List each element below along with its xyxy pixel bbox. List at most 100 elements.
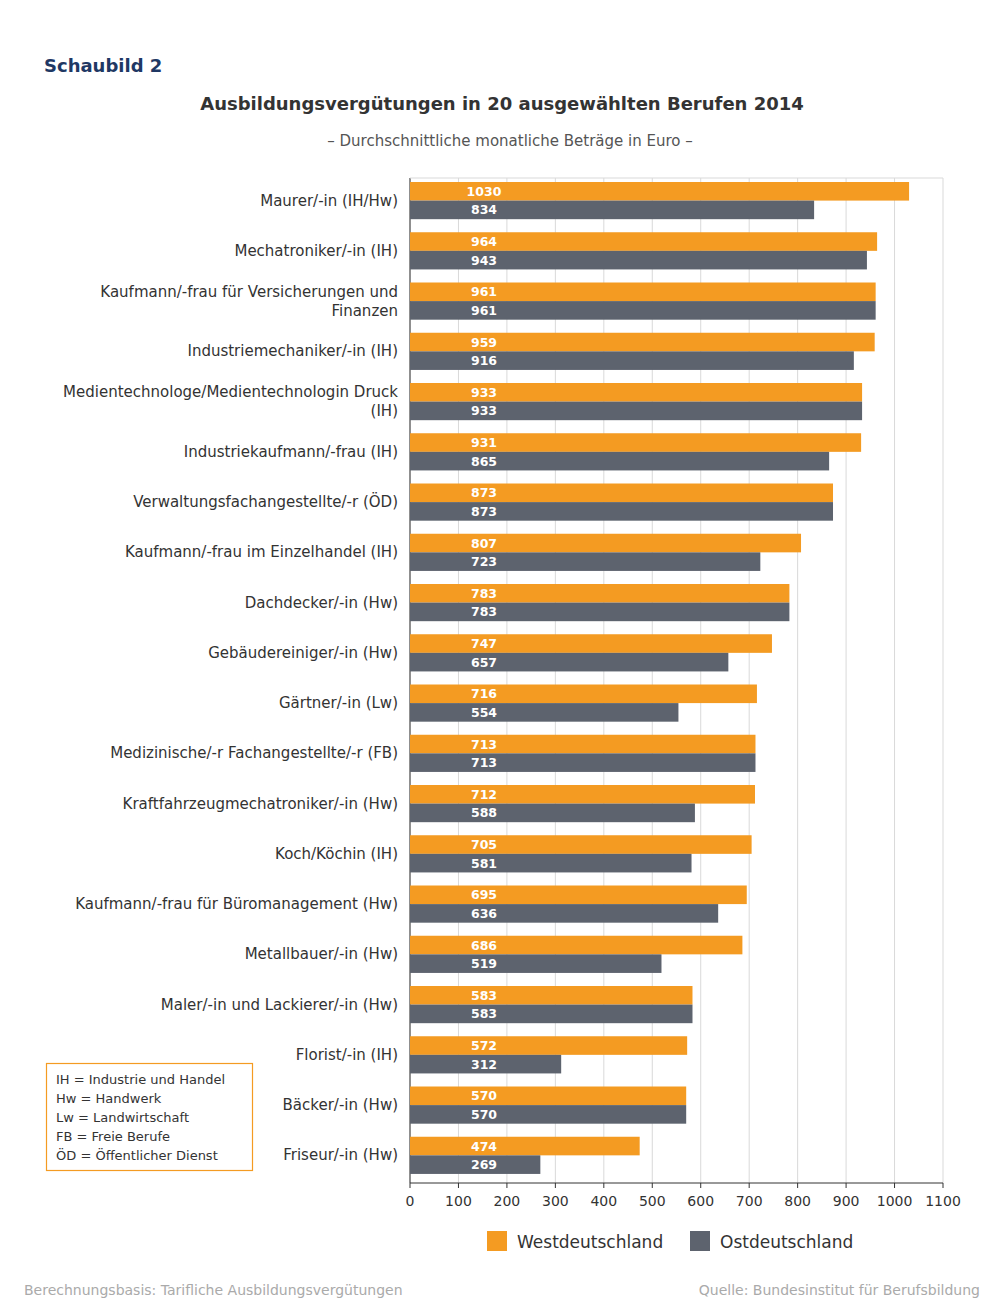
category-label: Kaufmann/-frau für Versicherungen undFin… bbox=[100, 283, 398, 320]
data-label: 916 bbox=[471, 353, 497, 368]
category-label: Bäcker/-in (Hw) bbox=[283, 1096, 398, 1114]
category-label-line: Medientechnologe/Medientechnologin Druck bbox=[63, 383, 398, 401]
grid-line bbox=[603, 178, 604, 1183]
data-labels: 1030964961959933931873807783747716713712… bbox=[467, 184, 502, 1172]
bar bbox=[410, 283, 876, 302]
tick-label: 500 bbox=[639, 1193, 666, 1209]
data-label: 312 bbox=[471, 1057, 497, 1072]
category-label: Metallbauer/-in (Hw) bbox=[245, 945, 398, 963]
grid-line bbox=[458, 178, 459, 1183]
tick-label: 800 bbox=[784, 1193, 811, 1209]
tick-mark bbox=[458, 1183, 459, 1188]
bar bbox=[410, 986, 692, 1005]
bar bbox=[410, 402, 862, 421]
category-label: Industriekaufmann/-frau (IH) bbox=[184, 443, 398, 461]
data-label: 583 bbox=[471, 988, 497, 1003]
category-label: Maler/-in und Lackierer/-in (Hw) bbox=[161, 996, 398, 1014]
bar bbox=[410, 954, 661, 973]
bar bbox=[410, 603, 789, 622]
tick-mark bbox=[506, 1183, 507, 1188]
data-label: 583 bbox=[471, 1006, 497, 1021]
bar bbox=[410, 1055, 561, 1074]
grid-line bbox=[797, 178, 798, 1183]
bar bbox=[410, 182, 909, 201]
data-label: 686 bbox=[471, 938, 497, 953]
x-axis bbox=[410, 1183, 943, 1184]
category-label: Mechatroniker/-in (IH) bbox=[234, 242, 398, 260]
tick-label: 1100 bbox=[925, 1193, 961, 1209]
tick-label: 200 bbox=[494, 1193, 521, 1209]
bar bbox=[410, 502, 833, 521]
data-label: 873 bbox=[471, 485, 497, 500]
tick-label: 900 bbox=[833, 1193, 860, 1209]
grid-line bbox=[506, 178, 507, 1183]
bar bbox=[410, 333, 875, 352]
key-entry: IH = Industrie und Handel bbox=[56, 1072, 225, 1087]
category-label-line: Kaufmann/-frau für Versicherungen und bbox=[100, 283, 398, 301]
grid-line bbox=[700, 178, 701, 1183]
tick-label: 400 bbox=[590, 1193, 617, 1209]
data-label: 636 bbox=[471, 906, 497, 921]
category-label: Florist/-in (IH) bbox=[296, 1046, 398, 1064]
category-label: Kraftfahrzeugmechatroniker/-in (Hw) bbox=[123, 795, 398, 813]
bar bbox=[410, 804, 695, 823]
grid-line bbox=[652, 178, 653, 1183]
data-label: 705 bbox=[471, 837, 497, 852]
footer-basis: Berechnungsbasis: Tarifliche Ausbildungs… bbox=[24, 1282, 403, 1298]
data-label: 713 bbox=[471, 755, 497, 770]
tick-label: 600 bbox=[687, 1193, 714, 1209]
tick-mark bbox=[555, 1183, 556, 1188]
category-label: Gebäudereiniger/-in (Hw) bbox=[208, 644, 398, 662]
frame-top bbox=[410, 178, 943, 179]
tick-mark bbox=[749, 1183, 750, 1188]
subtitle: – Durchschnittliche monatliche Beträge i… bbox=[327, 132, 692, 150]
data-label: 657 bbox=[471, 655, 497, 670]
data-label: 588 bbox=[471, 805, 497, 820]
bar bbox=[410, 552, 760, 571]
data-label: 964 bbox=[471, 234, 497, 249]
data-label: 581 bbox=[471, 856, 497, 871]
tick-label: 300 bbox=[542, 1193, 569, 1209]
category-label: Friseur/-in (Hw) bbox=[283, 1146, 398, 1164]
figure-label: Schaubild 2 bbox=[44, 55, 162, 76]
bar bbox=[410, 653, 728, 672]
bar bbox=[410, 251, 867, 270]
data-label: 519 bbox=[471, 956, 497, 971]
tick-mark bbox=[700, 1183, 701, 1188]
legend-label: Westdeutschland bbox=[517, 1232, 663, 1252]
tick-mark bbox=[652, 1183, 653, 1188]
category-label-line: Finanzen bbox=[331, 302, 398, 320]
bar bbox=[410, 904, 718, 923]
tick-label: 1000 bbox=[877, 1193, 913, 1209]
bar bbox=[410, 452, 829, 471]
key-entry: Hw = Handwerk bbox=[56, 1091, 162, 1106]
data-label: 712 bbox=[471, 787, 497, 802]
data-label: 783 bbox=[471, 586, 497, 601]
title: Ausbildungsvergütungen in 20 ausgewählte… bbox=[200, 93, 804, 114]
chart: Schaubild 2 Ausbildungsvergütungen in 20 … bbox=[0, 0, 1004, 1314]
category-label: Kaufmann/-frau im Einzelhandel (IH) bbox=[125, 543, 398, 561]
bar bbox=[410, 753, 755, 772]
footer-source: Quelle: Bundesinstitut für Berufsbildung bbox=[699, 1282, 980, 1298]
data-label: 695 bbox=[471, 887, 497, 902]
tick-mark bbox=[797, 1183, 798, 1188]
tick-mark bbox=[603, 1183, 604, 1188]
bar bbox=[410, 785, 755, 804]
bar bbox=[410, 1105, 686, 1124]
key-entry: Lw = Landwirtschaft bbox=[56, 1110, 189, 1125]
grid-line bbox=[555, 178, 556, 1183]
category-label-line: (IH) bbox=[371, 402, 398, 420]
data-label: 834 bbox=[471, 202, 497, 217]
key-box bbox=[47, 1064, 253, 1171]
bar bbox=[410, 383, 862, 402]
category-label: Medientechnologe/Medientechnologin Druck… bbox=[63, 383, 398, 420]
bar bbox=[410, 201, 814, 220]
category-label: Maurer/-in (IH/Hw) bbox=[260, 192, 398, 210]
bar bbox=[410, 936, 742, 955]
bar bbox=[410, 703, 678, 722]
bar bbox=[410, 534, 801, 553]
bar bbox=[410, 735, 755, 754]
bar bbox=[410, 301, 876, 320]
grid-line bbox=[894, 178, 895, 1183]
category-label: Kaufmann/-frau für Büromanagement (Hw) bbox=[75, 895, 398, 913]
